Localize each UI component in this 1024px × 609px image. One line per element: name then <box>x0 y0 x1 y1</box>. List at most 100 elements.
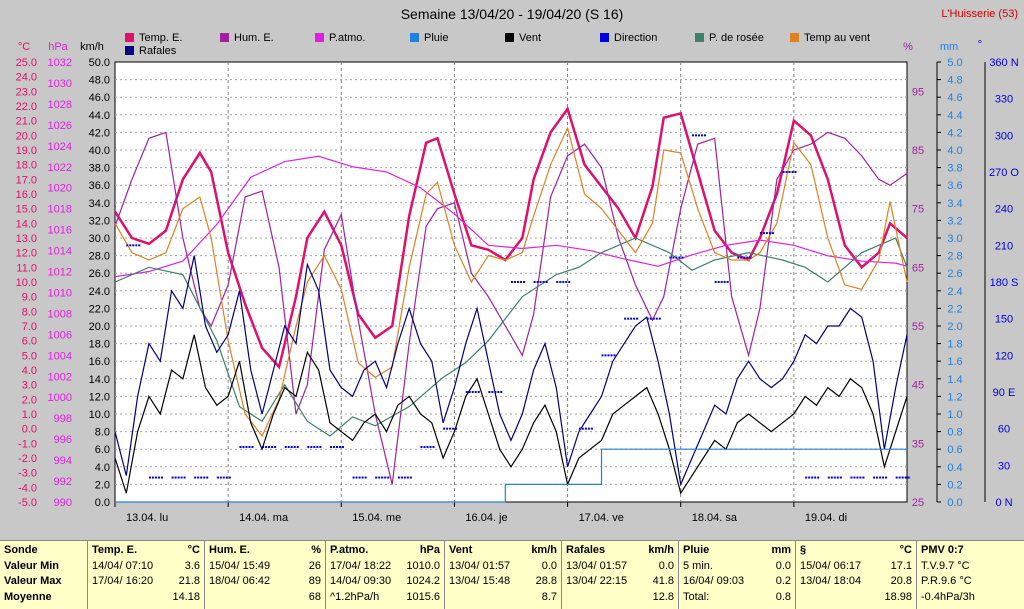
series-line-p-atmo- <box>114 155 908 278</box>
direction-point <box>652 317 655 320</box>
temp-tick-label: 6.0 <box>22 336 37 348</box>
wind-tick-label: 28.0 <box>89 251 110 263</box>
direction-point <box>879 476 882 479</box>
stats-min-value: 0.0 <box>775 559 791 572</box>
direction-point <box>239 446 242 448</box>
stats-max-row: 18/04/ 06:42 89 <box>209 574 321 590</box>
stats-max-label: 14/04/ 09:30 <box>330 575 392 587</box>
stats-col-header-label: Pluie <box>683 544 710 556</box>
legend-swatch <box>410 33 419 42</box>
direction-point <box>384 476 387 479</box>
direction-point <box>203 476 206 479</box>
direction-point <box>876 476 879 479</box>
rain-tick-label: 1.6 <box>947 356 962 368</box>
direction-point <box>669 256 672 259</box>
direction-point <box>658 317 661 320</box>
direction-point <box>898 476 901 479</box>
direction-point <box>805 476 808 479</box>
direction-point <box>274 446 277 448</box>
stats-avg-row: 14.18 <box>92 590 200 606</box>
direction-point <box>562 281 565 283</box>
direction-point <box>720 281 723 283</box>
direction-point <box>222 476 225 479</box>
chart-title: Semaine 13/04/20 - 19/04/20 (S 16) <box>400 6 624 22</box>
direction-point <box>520 281 522 283</box>
press-tick-label: 1006 <box>48 329 72 341</box>
stats-row-min-label: Valeur Min <box>4 559 60 572</box>
direction-point <box>678 256 681 259</box>
stats-max-row: 13/04/ 18:04 20.8 <box>800 574 912 590</box>
wind-tick-label: 36.0 <box>89 180 110 192</box>
press-tick-label: 1000 <box>48 392 72 404</box>
direction-point <box>364 476 367 479</box>
direction-point <box>307 446 310 448</box>
x-tick-label: 16.04. je <box>465 512 507 524</box>
legend-label: Temp. E. <box>139 32 182 44</box>
stats-avg-value: 14.18 <box>172 590 200 603</box>
stats-min-label: 15/04/ 06:17 <box>800 559 862 572</box>
rain-tick-label: 4.2 <box>947 127 962 139</box>
direction-point <box>794 171 797 173</box>
direction-point <box>216 476 219 479</box>
x-tick-label: 17.04. ve <box>579 512 624 524</box>
rain-tick-label: 4.0 <box>947 145 962 157</box>
direction-point <box>895 476 898 479</box>
direction-point <box>704 134 707 137</box>
legend-label: Pluie <box>424 32 448 44</box>
direction-point <box>885 476 888 479</box>
direction-point <box>313 446 316 448</box>
direction-point <box>862 476 865 479</box>
direction-point <box>355 476 358 479</box>
stats-col: § °C 15/04/ 06:17 17.1 13/04/ 18:04 20.8 18.98 <box>796 541 917 609</box>
stats-col-header-row: Rafales km/h <box>566 543 674 559</box>
direction-point <box>607 354 610 357</box>
direction-point <box>477 391 480 393</box>
temp-tick-label: 3.0 <box>22 380 37 392</box>
direction-point <box>590 427 593 430</box>
stats-min-value: 3.6 <box>184 559 200 572</box>
chart-svg: -5.0 -4.0 -3.0 -2.0 -1.0 0.0 1.0 2.0 3.0 4.0 5.0 6.… <box>16 32 1020 524</box>
press-tick-label: 990 <box>54 497 72 509</box>
legend-swatch <box>600 33 609 42</box>
stats-col-header-row: Hum. E.% <box>209 543 321 559</box>
legend-label: Direction <box>614 32 657 44</box>
direction-point <box>310 446 313 448</box>
stats-max-label: 18/04/ 06:42 <box>209 575 271 587</box>
direction-point <box>335 446 338 448</box>
temp-tick-label: 7.0 <box>22 321 37 333</box>
direction-point <box>375 476 378 479</box>
direction-point <box>523 281 525 283</box>
direction-point <box>446 427 449 430</box>
direction-point <box>206 476 209 479</box>
press-tick-label: 1028 <box>48 99 72 111</box>
direction-point <box>627 317 630 320</box>
stats-max-row: 16/04/ 09:03 0.2 <box>683 574 791 590</box>
direction-point <box>148 476 151 479</box>
direction-point <box>488 391 491 393</box>
stats-col: Hum. E.% 15/04/ 15:49 26 18/04/ 06:42 89 68 <box>205 541 326 609</box>
direction-point <box>497 391 500 393</box>
direction-point <box>817 476 820 479</box>
direction-point <box>649 317 652 320</box>
rain-tick-label: 0.6 <box>947 444 962 456</box>
direction-point <box>873 476 876 479</box>
direction-point <box>830 476 833 479</box>
series-line-hum-e- <box>114 131 908 485</box>
direction-point <box>701 134 704 137</box>
direction-point <box>194 476 197 479</box>
rain-tick-label: 1.2 <box>947 391 962 403</box>
direction-point <box>183 476 186 479</box>
temp-tick-label: -4.0 <box>18 482 37 494</box>
dir-tick-label: 240 <box>995 204 1013 216</box>
direction-point <box>262 446 265 448</box>
wind-tick-label: 4.0 <box>95 462 110 474</box>
direction-point <box>151 476 154 479</box>
press-tick-label: 992 <box>54 476 72 488</box>
direction-point <box>771 232 774 235</box>
legend-label: Vent <box>519 32 541 44</box>
dir-tick-label: 120 <box>995 350 1013 362</box>
press-unit-label: hPa <box>48 41 68 53</box>
direction-point <box>624 317 627 320</box>
direction-point <box>539 281 542 283</box>
press-tick-label: 1010 <box>48 287 72 299</box>
